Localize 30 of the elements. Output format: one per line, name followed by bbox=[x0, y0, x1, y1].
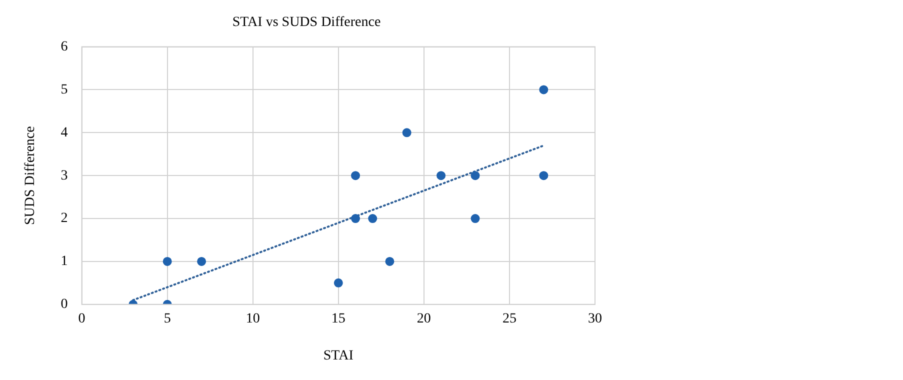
point bbox=[351, 171, 360, 180]
y-tick-label: 5 bbox=[60, 82, 68, 98]
y-tick-label: 4 bbox=[60, 125, 68, 140]
point bbox=[197, 256, 206, 266]
point bbox=[368, 214, 378, 224]
point bbox=[539, 85, 548, 94]
x-tick-label: 10 bbox=[246, 311, 260, 326]
y-tick-label: 6 bbox=[60, 39, 68, 54]
point bbox=[162, 256, 172, 266]
x-tick-label: 30 bbox=[588, 311, 602, 326]
chart-title: STAI vs SUDS Difference bbox=[232, 15, 381, 30]
y-tick-label: 0 bbox=[60, 297, 68, 312]
y-axis-title: SUDS Difference bbox=[23, 126, 38, 226]
point bbox=[334, 278, 343, 288]
x-axis-title: STAI bbox=[323, 348, 354, 364]
point bbox=[351, 214, 360, 224]
x-tick-label: 20 bbox=[416, 311, 431, 326]
point bbox=[470, 171, 480, 180]
point bbox=[436, 171, 446, 180]
x-tick-label: 0 bbox=[78, 311, 86, 326]
point bbox=[385, 256, 394, 266]
y-tick-label: 1 bbox=[60, 254, 68, 270]
y-tick-label: 3 bbox=[60, 168, 68, 184]
point bbox=[402, 128, 412, 138]
x-tick-label: 15 bbox=[331, 311, 346, 326]
point bbox=[539, 171, 548, 180]
y-tick-label: 2 bbox=[60, 211, 68, 226]
point bbox=[470, 214, 480, 224]
x-tick-label: 25 bbox=[502, 311, 516, 326]
x-tick-label: 5 bbox=[164, 311, 171, 326]
